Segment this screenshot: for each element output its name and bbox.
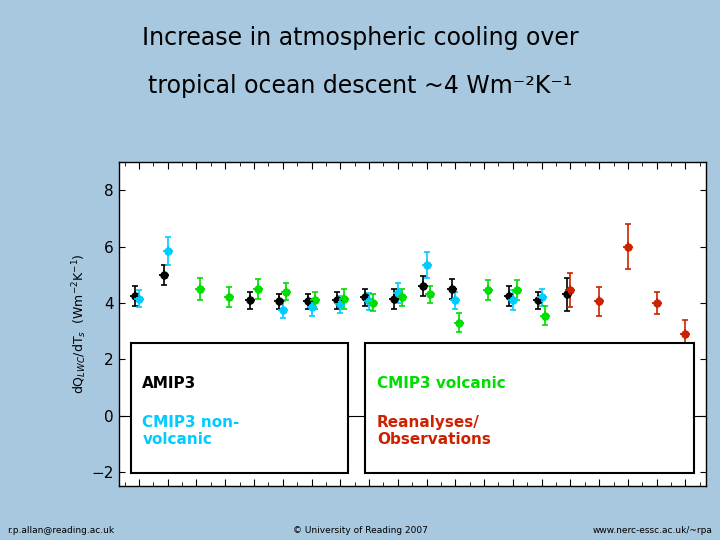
Text: Reanalyses/
Observations: Reanalyses/ Observations (377, 415, 491, 447)
Text: r.p.allan@reading.ac.uk: r.p.allan@reading.ac.uk (7, 525, 114, 535)
Text: CMIP3 non-
volcanic: CMIP3 non- volcanic (143, 415, 240, 447)
Text: AMIP3: AMIP3 (143, 376, 197, 391)
Text: CMIP3 volcanic: CMIP3 volcanic (377, 376, 505, 391)
Y-axis label: dQ$_{LWC}$/dT$_s$  (Wm$^{-2}$K$^{-1}$): dQ$_{LWC}$/dT$_s$ (Wm$^{-2}$K$^{-1}$) (70, 254, 89, 394)
Text: Increase in atmospheric cooling over: Increase in atmospheric cooling over (142, 26, 578, 50)
Text: © University of Reading 2007: © University of Reading 2007 (292, 525, 428, 535)
FancyBboxPatch shape (365, 343, 694, 473)
FancyBboxPatch shape (130, 343, 348, 473)
Text: www.nerc-essc.ac.uk/~rpa: www.nerc-essc.ac.uk/~rpa (593, 525, 713, 535)
Text: tropical ocean descent ~4 Wm⁻²K⁻¹: tropical ocean descent ~4 Wm⁻²K⁻¹ (148, 75, 572, 98)
